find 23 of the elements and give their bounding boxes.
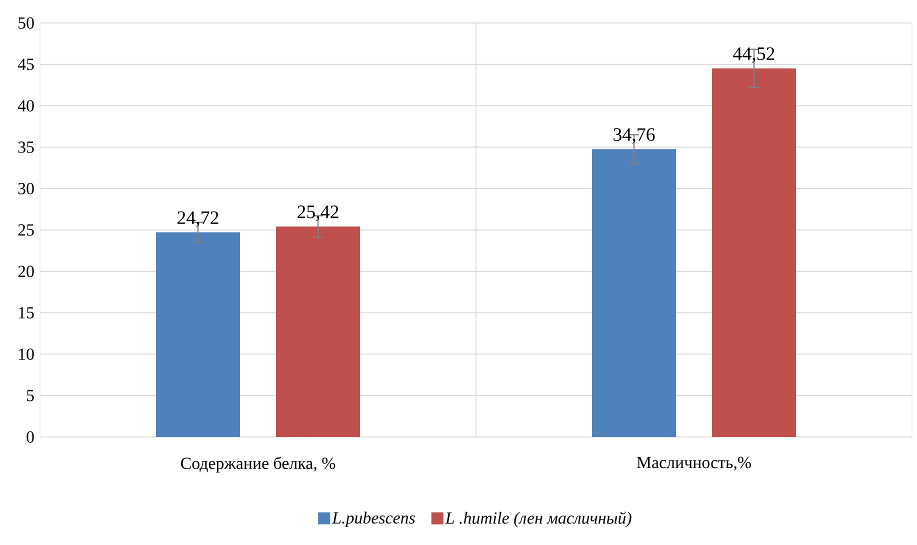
x-tick-label: Масличность,% — [636, 456, 751, 471]
y-tick-label: 20 — [18, 266, 34, 278]
y-tick-label: 25 — [18, 224, 34, 236]
y-tick-label: 30 — [18, 182, 34, 194]
y-tick-label: 50 — [18, 17, 34, 29]
bar — [592, 149, 676, 437]
y-tick-label: 45 — [18, 58, 34, 70]
data-label: 25,42 — [298, 206, 338, 221]
data-label: 24,72 — [178, 211, 218, 227]
bar — [156, 232, 240, 437]
data-label: 44,52 — [733, 47, 774, 63]
y-tick-label: 35 — [18, 141, 34, 153]
legend-label: L .humile (лен масличный) — [445, 512, 632, 528]
data-label: 34,76 — [614, 128, 655, 144]
y-tick-label: 10 — [19, 348, 34, 360]
x-tick-label: Содержание белка, % — [180, 456, 336, 472]
bar — [276, 226, 360, 437]
y-tick-label: 40 — [18, 100, 34, 112]
y-tick-label: 0 — [26, 431, 34, 443]
bar — [712, 68, 796, 437]
y-tick-label: 5 — [27, 390, 34, 402]
y-tick-label: 15 — [19, 307, 34, 318]
legend-label: L.pubescens — [332, 512, 415, 528]
